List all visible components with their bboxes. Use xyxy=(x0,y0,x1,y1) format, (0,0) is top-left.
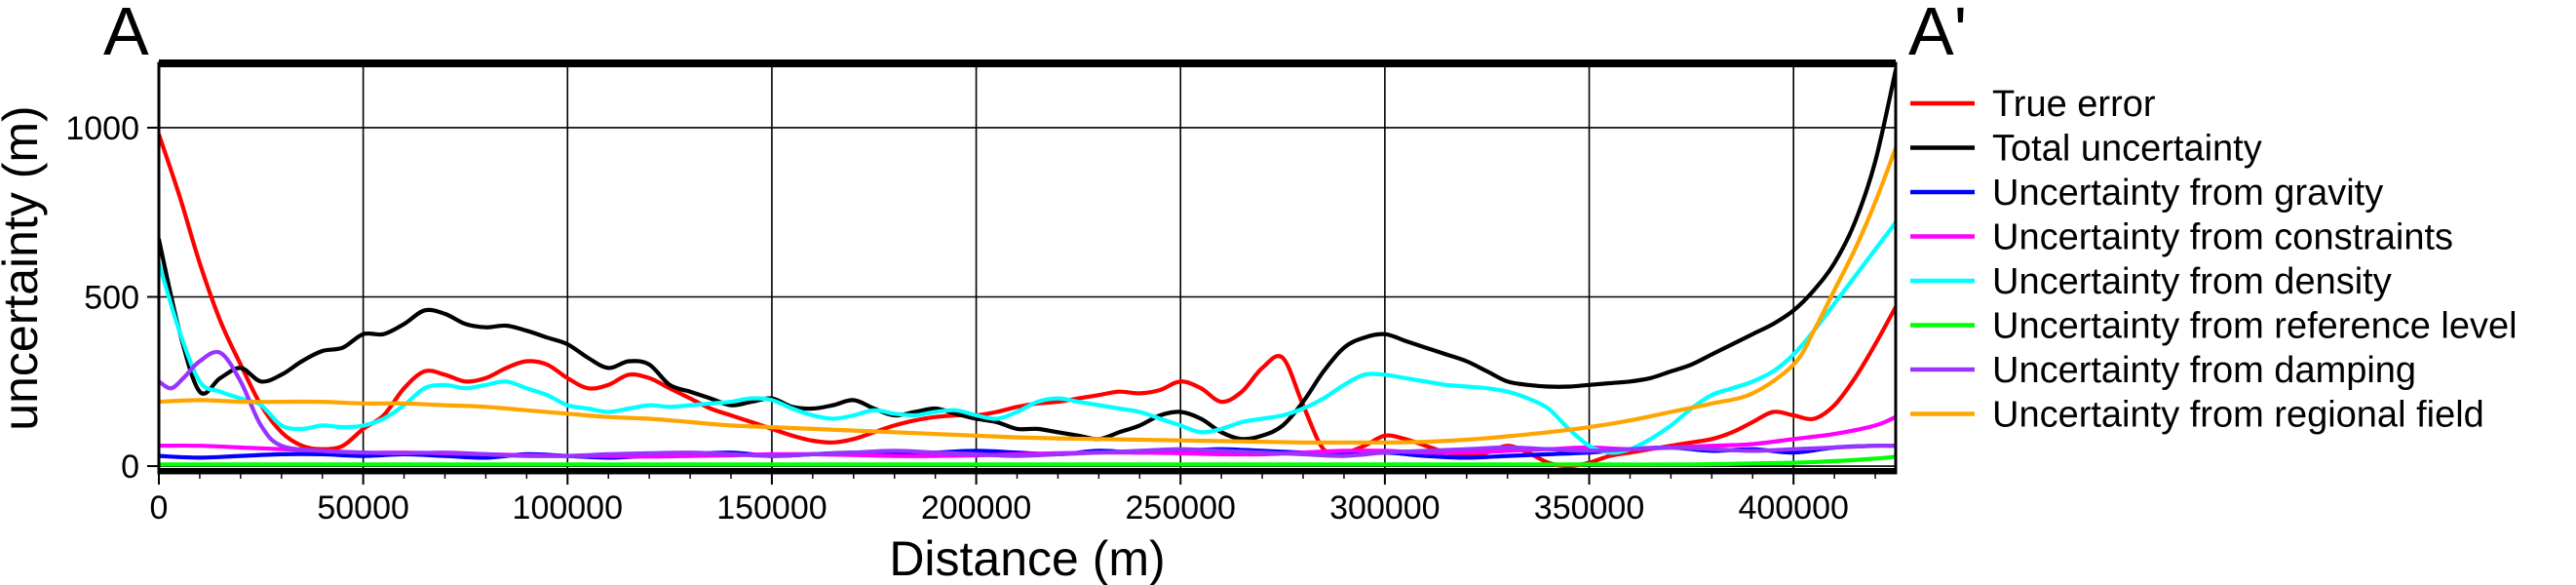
legend-item-uncertainty-from-gravity: Uncertainty from gravity xyxy=(1910,173,2383,214)
x-tick-label: 100000 xyxy=(513,489,623,526)
y-tick-label: 1000 xyxy=(65,110,139,147)
x-tick-label: 150000 xyxy=(716,489,827,526)
legend-item-uncertainty-from-constraints: Uncertainty from constraints xyxy=(1910,217,2453,258)
x-tick-label: 400000 xyxy=(1738,489,1848,526)
corner-label-left: A xyxy=(103,0,149,69)
legend-label: Uncertainty from reference level xyxy=(1992,306,2518,347)
legend-item-total-uncertainty: Total uncertainty xyxy=(1910,129,2262,170)
series-line-total-uncertainty xyxy=(159,67,1896,442)
x-tick-label: 200000 xyxy=(921,489,1031,526)
legend-item-true-error: True error xyxy=(1910,84,2156,125)
y-tick-label: 500 xyxy=(84,280,139,317)
series-line-uncertainty-from-regional-field xyxy=(159,145,1896,445)
legend-label: True error xyxy=(1992,84,2156,125)
corner-label-right: A' xyxy=(1908,0,1967,69)
axis-ticks: 0 50000 100000 150000 200000 250000 300000 3500… xyxy=(65,110,1876,526)
legend-label: Total uncertainty xyxy=(1992,129,2262,170)
y-axis-label: uncertainty (m) xyxy=(0,105,48,430)
legend-item-uncertainty-from-density: Uncertainty from density xyxy=(1910,261,2392,302)
series-line-true-error xyxy=(159,132,1896,469)
x-axis-label: Distance (m) xyxy=(889,531,1165,585)
y-tick-label: 0 xyxy=(121,448,139,486)
legend-item-uncertainty-from-regional-field: Uncertainty from regional field xyxy=(1910,395,2484,436)
legend-label: Uncertainty from gravity xyxy=(1992,173,2383,214)
legend-item-uncertainty-from-reference-level: Uncertainty from reference level xyxy=(1910,306,2518,347)
legend-label: Uncertainty from constraints xyxy=(1992,217,2453,258)
x-tick-label: 300000 xyxy=(1329,489,1440,526)
legend-item-uncertainty-from-damping: Uncertainty from damping xyxy=(1910,350,2416,391)
x-tick-label: 350000 xyxy=(1534,489,1644,526)
legend-label: Uncertainty from damping xyxy=(1992,350,2416,391)
series-group xyxy=(159,67,1896,469)
legend-label: Uncertainty from density xyxy=(1992,261,2392,302)
plot-frame xyxy=(157,59,1898,475)
x-tick-label: 0 xyxy=(150,489,169,526)
series-line-uncertainty-from-reference-level xyxy=(159,454,1896,467)
x-tick-label: 50000 xyxy=(317,489,409,526)
x-tick-label: 250000 xyxy=(1126,489,1236,526)
series-line-uncertainty-from-damping xyxy=(159,349,1896,458)
legend-label: Uncertainty from regional field xyxy=(1992,395,2484,436)
